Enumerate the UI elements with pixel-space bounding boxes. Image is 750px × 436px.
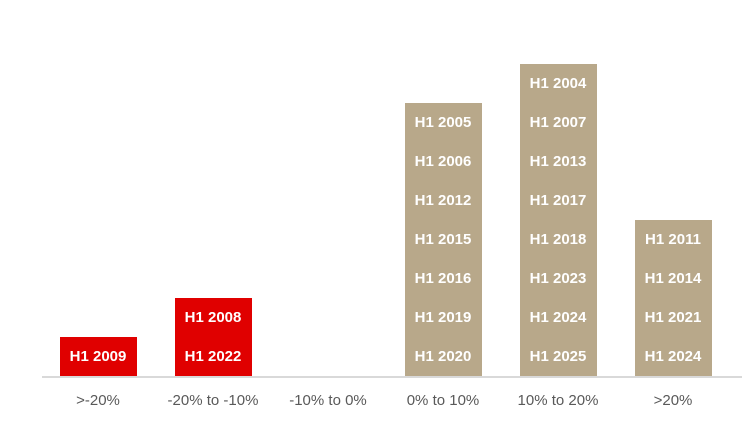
bar-data-label: H1 2024 <box>644 347 702 365</box>
bar-data-label: H1 2021 <box>644 308 702 326</box>
bar-data-label: H1 2005 <box>414 113 472 131</box>
bar-data-label: H1 2012 <box>414 191 472 209</box>
bar-data-label: H1 2007 <box>529 113 587 131</box>
bar-data-label: H1 2011 <box>645 230 701 248</box>
x-tick-label: -10% to 0% <box>289 392 367 409</box>
bar-data-label: H1 2025 <box>529 347 587 365</box>
bar-data-label: H1 2008 <box>184 308 242 326</box>
bar: H1 2009 <box>59 337 137 376</box>
bar-data-label: H1 2015 <box>414 230 472 248</box>
bar-data-label: H1 2024 <box>529 308 587 326</box>
bar-data-label: H1 2004 <box>529 74 587 92</box>
bar-data-label: H1 2023 <box>529 269 587 287</box>
bar-data-label: H1 2018 <box>529 230 587 248</box>
bar-data-label: H1 2017 <box>529 191 587 209</box>
bar-data-label: H1 2022 <box>184 347 242 365</box>
bar: H1 2004 H1 2007 H1 2013 H1 2017 H1 2018 H1 20… <box>519 64 597 376</box>
bar-data-label: H1 2009 <box>69 347 127 365</box>
x-tick-label: -20% to -10% <box>167 392 259 409</box>
bar: H1 2005 H1 2006 H1 2012 H1 2015 H1 2016 H1 20… <box>404 103 482 376</box>
bar-data-label: H1 2013 <box>529 152 587 170</box>
bar: H1 2008 H1 2022 <box>174 298 252 376</box>
x-tick-label: 0% to 10% <box>406 392 480 409</box>
x-tick-label: 10% to 20% <box>517 392 599 409</box>
bar-data-label: H1 2020 <box>414 347 472 365</box>
bar-data-label: H1 2016 <box>414 269 472 287</box>
x-tick-label: >-20% <box>76 392 120 409</box>
bar-data-label: H1 2006 <box>414 152 472 170</box>
bar: H1 2011 H1 2014 H1 2021 H1 2024 <box>634 220 712 376</box>
x-axis-line <box>42 376 742 378</box>
x-tick-label: >20% <box>653 392 693 409</box>
bar-data-label: H1 2019 <box>414 308 472 326</box>
bar-data-label: H1 2014 <box>644 269 702 287</box>
